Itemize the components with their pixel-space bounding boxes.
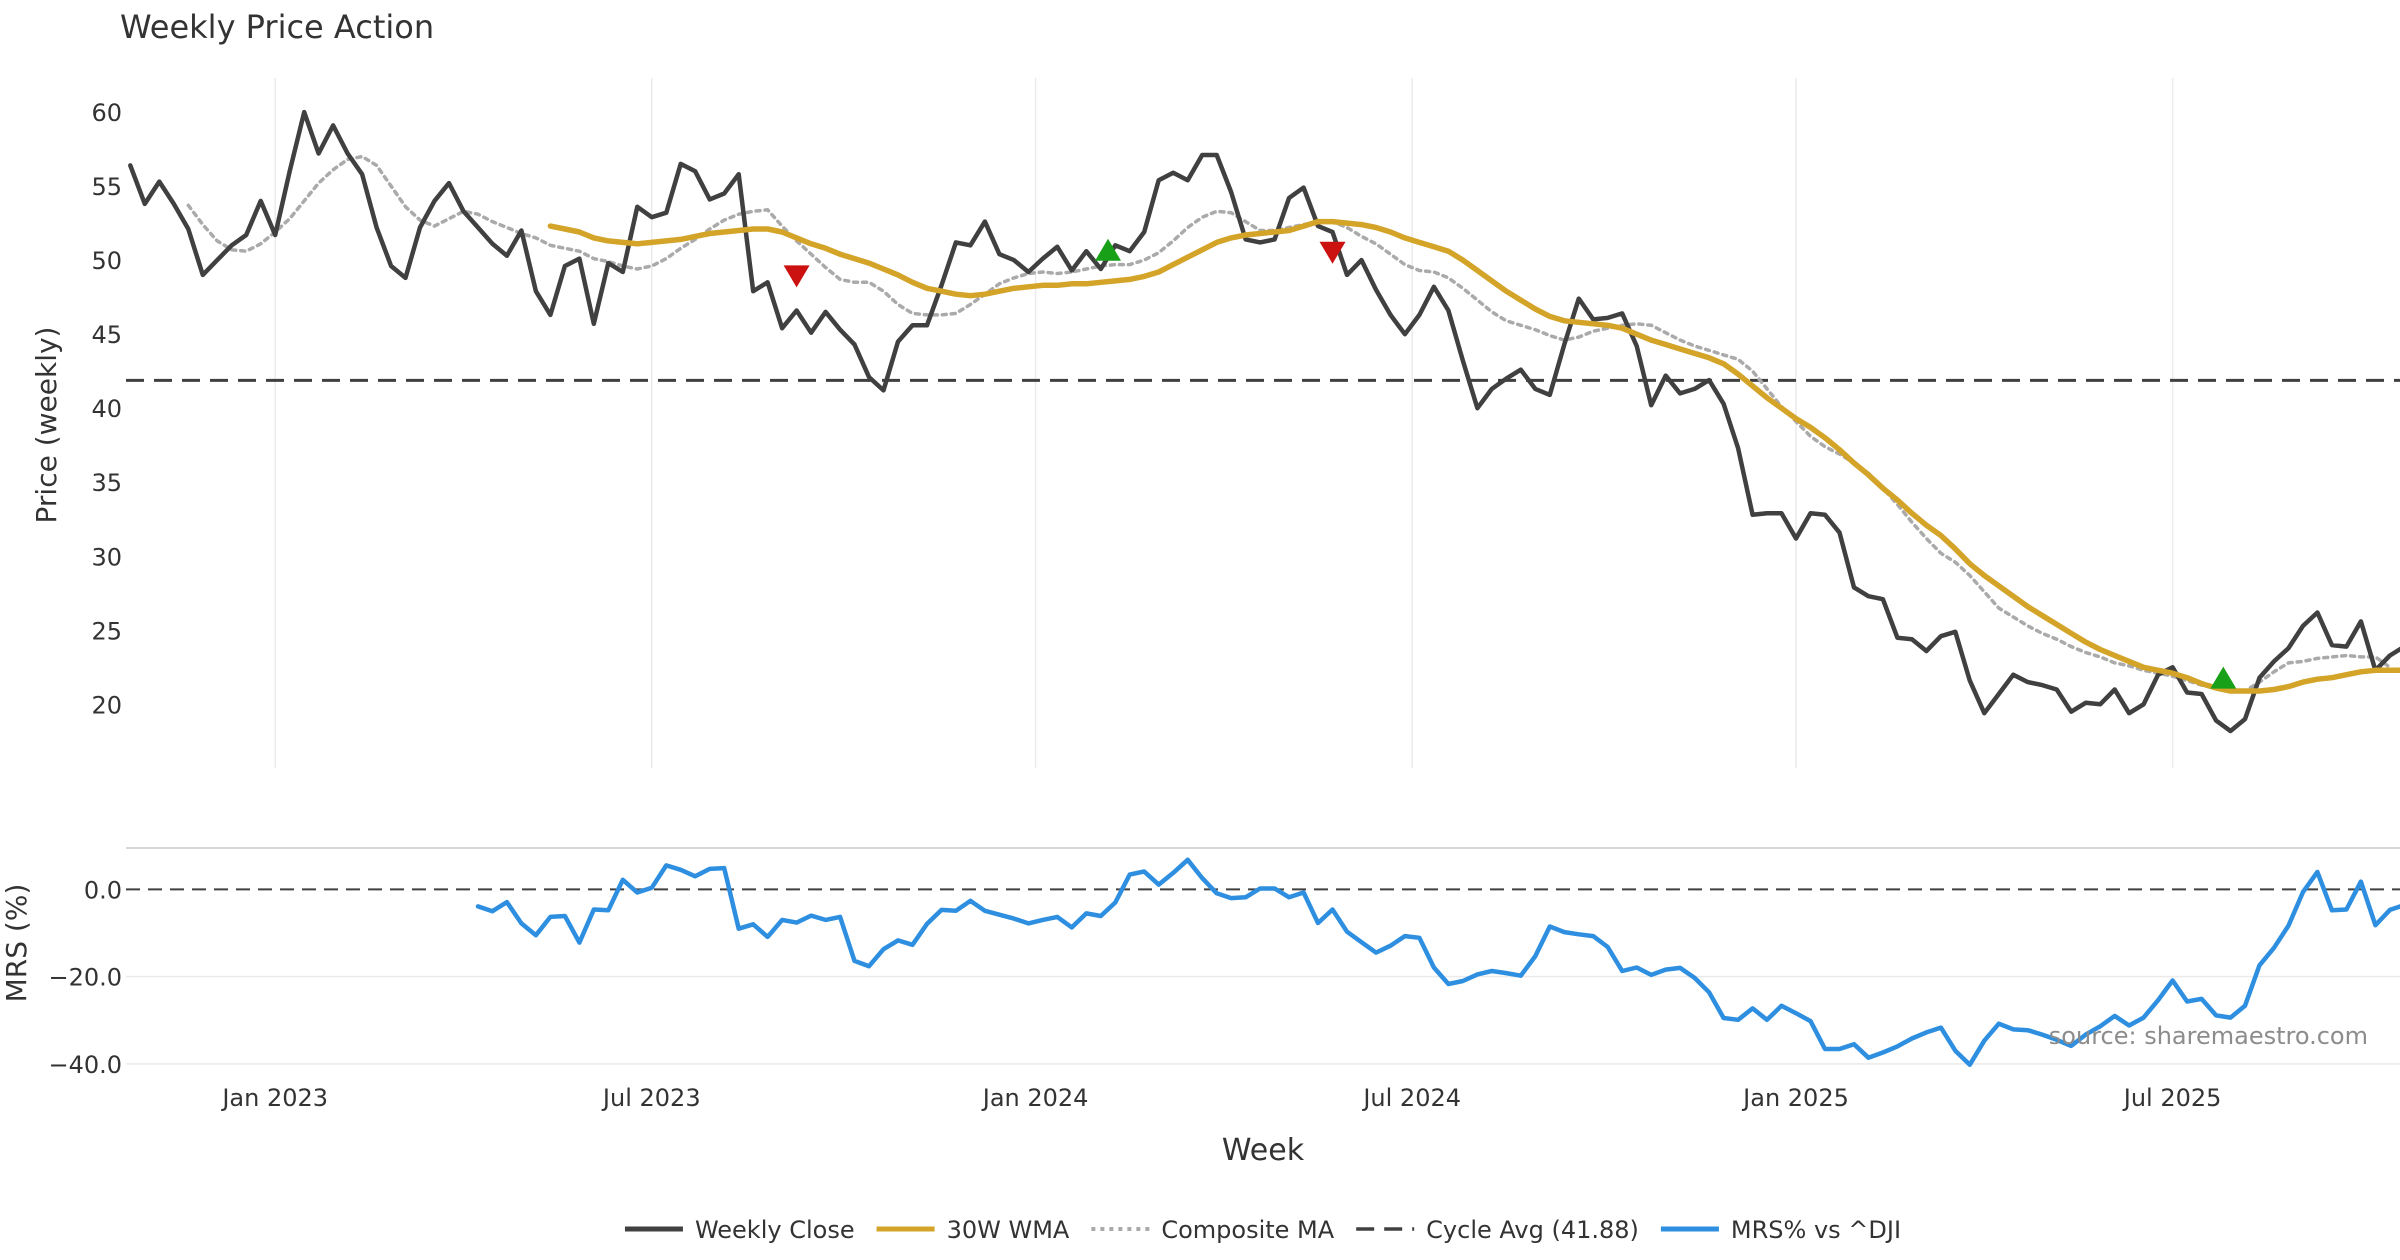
mrs-y-tick-labels: 0.0 −20.0 −40.0 <box>48 876 122 1078</box>
legend-label-mrs-vs-dji: MRS% vs ^DJI <box>1731 1216 1901 1244</box>
price-y-tick-20: 20 <box>91 691 122 719</box>
x-tick-labels: Jan 2023 Jul 2023 Jan 2024 Jul 2024 Jan 2025… <box>220 1084 2221 1112</box>
x-tick-jul-2023: Jul 2023 <box>601 1084 701 1112</box>
price-y-tick-25: 25 <box>91 617 122 645</box>
chart-title: Weekly Price Action <box>120 8 434 46</box>
chart-legend: Weekly Close 30W WMA Composite MA Cycle Avg… <box>624 1216 1901 1244</box>
x-tick-jul-2025: Jul 2025 <box>2122 1084 2222 1112</box>
mrs-panel-gridlines <box>126 888 2400 1065</box>
series-30w-wma <box>547 218 2400 694</box>
x-tick-jan-2023: Jan 2023 <box>220 1084 328 1112</box>
buy-signal-marker-4 <box>2210 666 2237 689</box>
series-mrs-vs-dji <box>475 857 2400 1067</box>
buy-signal-marker-2 <box>1095 238 1122 261</box>
legend-label-30w-wma: 30W WMA <box>947 1216 1070 1244</box>
sell-signal-marker-1 <box>783 265 810 288</box>
legend-label-cycle-avg-41-88: Cycle Avg (41.88) <box>1426 1216 1639 1244</box>
price-y-tick-55: 55 <box>91 173 122 201</box>
legend-label-composite-ma: Composite MA <box>1161 1216 1334 1244</box>
price-series-lines <box>128 109 2400 734</box>
price-y-tick-35: 35 <box>91 469 122 497</box>
signal-markers <box>783 238 2237 689</box>
price-y-tick-30: 30 <box>91 543 122 571</box>
legend-label-weekly-close: Weekly Close <box>695 1216 855 1244</box>
x-axis-label: Week <box>1222 1133 1305 1168</box>
x-tick-jan-2025: Jan 2025 <box>1741 1084 1849 1112</box>
x-tick-jan-2024: Jan 2024 <box>981 1084 1089 1112</box>
x-tick-jul-2024: Jul 2024 <box>1361 1084 1461 1112</box>
sell-signal-marker-3 <box>1319 241 1346 264</box>
price-y-axis-label: Price (weekly) <box>30 327 63 524</box>
mrs-y-axis-label: MRS (%) <box>0 884 33 1003</box>
series-weekly-close <box>128 109 2400 734</box>
price-y-tick-50: 50 <box>91 247 122 275</box>
price-y-tick-60: 60 <box>91 99 122 127</box>
price-y-tick-40: 40 <box>91 395 122 423</box>
mrs-y-tick-20: −20.0 <box>48 964 122 992</box>
source-annotation: source: sharemaestro.com <box>2049 1022 2368 1050</box>
price-y-tick-45: 45 <box>91 321 122 349</box>
mrs-y-tick-0: 0.0 <box>84 876 122 904</box>
mrs-y-tick-40: −40.0 <box>48 1051 122 1079</box>
mrs-series-lines <box>475 857 2400 1067</box>
price-y-tick-labels: 20 25 30 35 40 45 50 55 60 <box>91 99 122 719</box>
series-composite-ma <box>186 154 2392 693</box>
